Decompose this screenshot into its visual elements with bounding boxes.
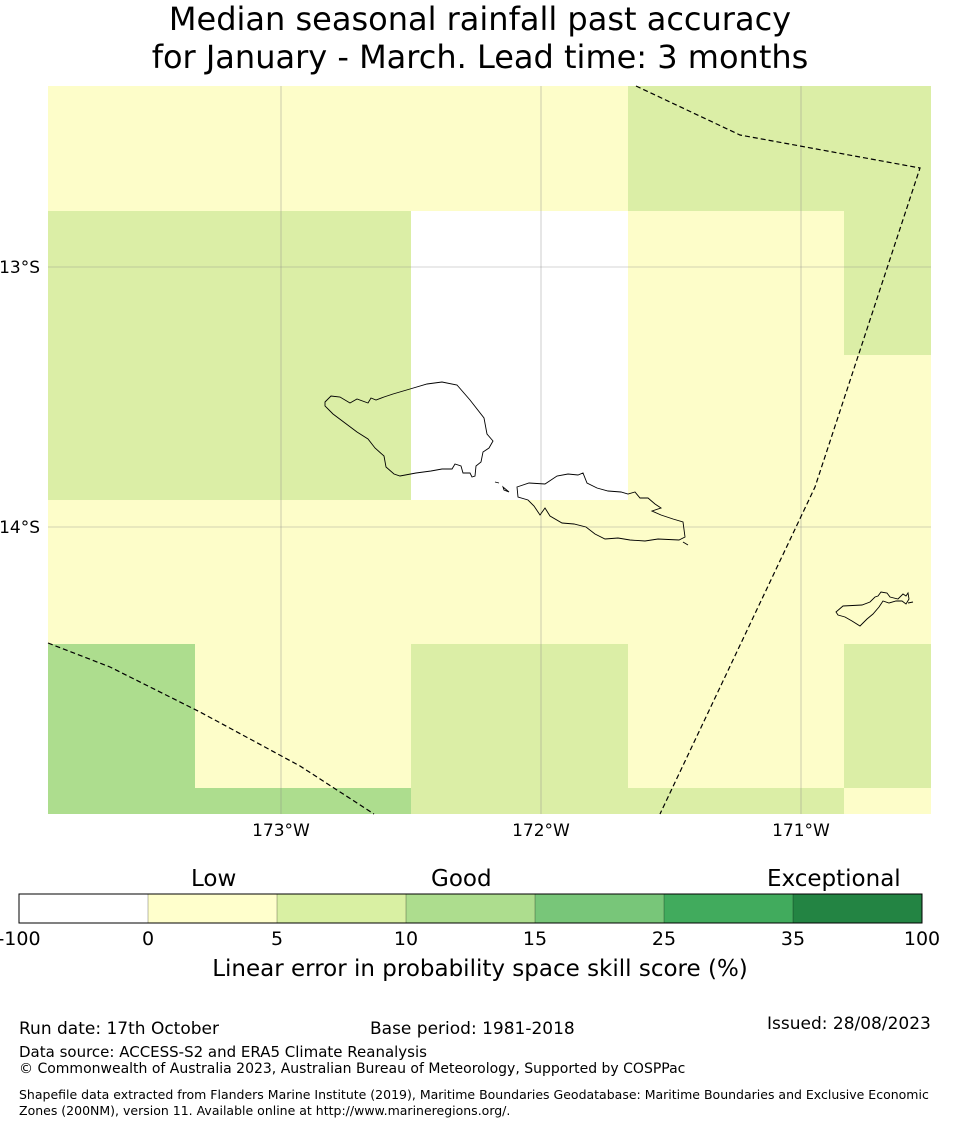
tutuila-island-outline <box>835 591 910 627</box>
grid-cell <box>844 788 931 814</box>
grid-cell <box>628 211 844 500</box>
lat-label: 14°S <box>0 518 40 538</box>
nuutele-islet-outline <box>682 541 689 546</box>
base-period: Base period: 1981-2018 <box>370 1019 575 1039</box>
colorbar-tick-label: 5 <box>271 928 283 950</box>
map-title: Median seasonal rainfall past accuracy f… <box>0 0 960 76</box>
grid-cell <box>48 500 931 644</box>
lat-label: 13°S <box>0 258 40 278</box>
colorbar-tick-label: 0 <box>142 928 154 950</box>
category-label-low: Low <box>191 866 237 892</box>
coastlines <box>324 381 914 627</box>
grid-cell <box>48 644 195 814</box>
eez-boundary-southwest <box>47 642 375 815</box>
savaii-island-outline <box>324 381 494 478</box>
axis-labels: 173°W 172°W 171°W 13°S 14°S <box>0 258 830 841</box>
colorbar-tick-label: -100 <box>0 928 41 950</box>
colorbar-tick-label: 15 <box>523 928 547 950</box>
colorbar-swatch <box>406 894 535 923</box>
title-line-1: Median seasonal rainfall past accuracy <box>168 0 792 38</box>
aunuu-islet-outline <box>907 601 914 604</box>
grid-cell <box>844 644 931 788</box>
run-date: Run date: 17th October <box>19 1019 219 1039</box>
title-line-2: for January - March. Lead time: 3 months <box>151 38 809 76</box>
grid-cell <box>628 86 931 211</box>
copyright: © Commonwealth of Australia 2023, Austra… <box>19 1061 686 1077</box>
issued-date: Issued: 28/08/2023 <box>767 1014 931 1034</box>
grid-cell <box>195 644 411 788</box>
colorbar-swatch <box>664 894 793 923</box>
lon-label: 171°W <box>772 821 830 841</box>
colorbar: -100 0 5 10 15 25 35 100 <box>0 893 940 950</box>
apolima-islet-outline <box>494 481 500 484</box>
map-figure: 173°W 172°W 171°W 13°S 14°S -100 0 5 <box>0 85 940 950</box>
colorbar-tick-label: 10 <box>394 928 418 950</box>
lon-label: 172°W <box>512 821 570 841</box>
category-label-good: Good <box>431 866 492 892</box>
shapefile-credit: Shapefile data extracted from Flanders M… <box>19 1087 929 1118</box>
data-source: Data source: ACCESS-S2 and ERA5 Climate … <box>19 1043 427 1061</box>
eez-boundaries <box>47 85 921 815</box>
colorbar-swatch <box>277 894 406 923</box>
grid-cell <box>628 788 844 814</box>
upolu-island-outline <box>516 472 686 542</box>
grid-cell <box>411 211 628 500</box>
grid-cell <box>48 86 628 211</box>
manono-islet-outline <box>502 485 510 493</box>
graticule <box>48 86 931 814</box>
grid-cell <box>844 211 931 355</box>
category-label-exceptional: Exceptional <box>767 866 901 892</box>
lon-label: 173°W <box>252 821 310 841</box>
grid-cell <box>195 788 411 814</box>
skill-grid <box>48 86 931 814</box>
grid-cell <box>628 644 844 788</box>
colorbar-tick-label: 25 <box>652 928 676 950</box>
colorbar-swatch <box>148 894 277 923</box>
colorbar-swatch <box>19 894 148 923</box>
eez-boundary-east <box>635 85 921 815</box>
colorbar-tick-label: 100 <box>904 928 940 950</box>
colorbar-swatch <box>793 894 922 923</box>
grid-cell <box>411 644 628 814</box>
colorbar-ticks: -100 0 5 10 15 25 35 100 <box>0 928 940 950</box>
grid-cell <box>844 355 931 500</box>
colorbar-tick-label: 35 <box>781 928 805 950</box>
colorbar-title: Linear error in probability space skill … <box>212 956 748 982</box>
grid-cell <box>48 211 411 500</box>
colorbar-frame <box>18 893 923 924</box>
colorbar-swatch <box>535 894 664 923</box>
colorbar-swatches <box>19 894 922 923</box>
colorbar-dividers <box>147 894 794 923</box>
